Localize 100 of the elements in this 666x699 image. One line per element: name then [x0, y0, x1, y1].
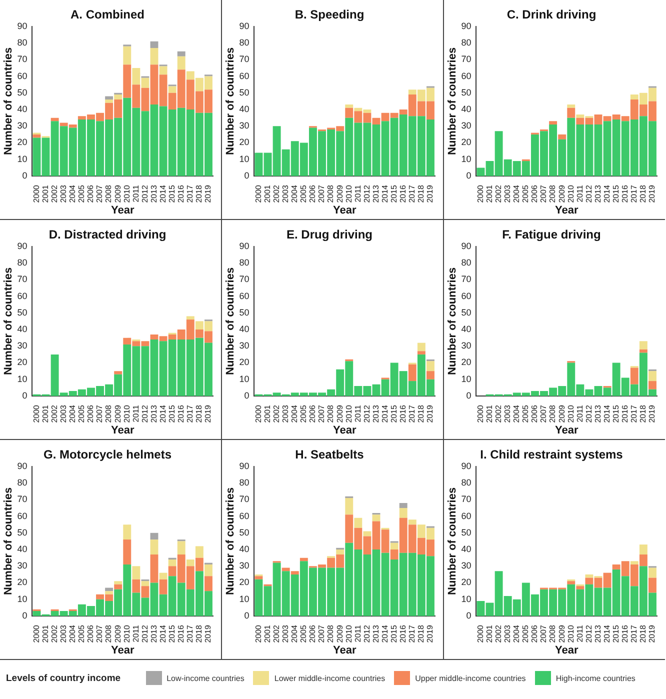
x-axis-title: Year: [332, 644, 357, 656]
x-tick-label: 2015: [390, 624, 399, 643]
y-tick-label: 70: [461, 54, 472, 64]
x-tick-label: 2002: [494, 404, 504, 423]
bar: [105, 591, 114, 594]
y-axis-title: Number of countries: [2, 487, 15, 595]
y-axis-title: Number of countries: [224, 487, 237, 595]
x-tick-label: 2019: [204, 184, 213, 203]
x-tick-label: 2014: [602, 184, 612, 203]
y-tick-label: 40: [239, 104, 250, 114]
bar: [399, 508, 408, 518]
y-tick-label: 10: [17, 154, 28, 164]
x-axis-title: Year: [554, 644, 579, 656]
y-tick-label: 40: [17, 324, 28, 334]
x-tick-label: 2010: [122, 624, 132, 643]
x-tick-label: 2001: [40, 624, 50, 643]
y-tick-label: 60: [239, 510, 250, 521]
x-tick-label: 2005: [299, 624, 308, 643]
x-tick-label: 2005: [521, 404, 530, 423]
x-tick-label: 2009: [557, 624, 566, 643]
x-tick-label: 2003: [281, 404, 290, 423]
x-tick-label: 2018: [638, 624, 648, 643]
bar: [159, 66, 168, 75]
y-tick-label: 50: [239, 307, 250, 318]
x-tick-label: 2009: [335, 404, 344, 423]
x-tick-label: 2013: [371, 624, 380, 643]
x-tick-label: 2018: [416, 184, 426, 203]
x-tick-label: 2002: [50, 624, 60, 643]
x-tick-label: 2013: [371, 184, 380, 203]
bar: [558, 134, 566, 140]
x-tick-label: 2019: [204, 624, 213, 643]
y-tick-label: 20: [461, 357, 472, 368]
x-tick-label: 2019: [648, 404, 657, 423]
y-tick-label: 10: [239, 374, 250, 384]
bar: [141, 581, 150, 586]
y-tick-label: 10: [239, 154, 250, 164]
x-tick-label: 2011: [575, 184, 584, 202]
x-tick-label: 2011: [353, 404, 362, 422]
y-tick-label: 80: [461, 38, 472, 48]
bar: [159, 572, 168, 580]
y-tick-label: 0: [466, 390, 472, 400]
bar: [150, 41, 158, 48]
bar: [177, 51, 186, 56]
y-tick-label: 70: [17, 54, 28, 64]
x-tick-label: 2011: [131, 184, 140, 202]
x-tick-label: 2005: [77, 404, 86, 423]
y-axis-title: Number of countries: [2, 267, 15, 375]
x-tick-label: 2008: [326, 404, 336, 423]
y-tick-label: 50: [17, 527, 28, 538]
x-tick-label: 2016: [176, 184, 186, 203]
x-tick-label: 2003: [59, 184, 68, 203]
x-tick-label: 2003: [59, 404, 68, 423]
bar: [32, 134, 41, 138]
x-tick-label: 2010: [344, 404, 354, 423]
y-tick-label: 60: [239, 290, 250, 301]
bar: [648, 568, 656, 578]
x-axis-title: Year: [110, 644, 135, 656]
y-axis-title: Number of countries: [446, 47, 459, 155]
x-tick-label: 2006: [86, 624, 96, 643]
x-tick-label: 2006: [308, 404, 318, 423]
bar: [567, 104, 576, 108]
x-tick-label: 2008: [548, 184, 558, 203]
x-tick-label: 2017: [630, 624, 639, 643]
x-tick-label: 2000: [32, 624, 41, 643]
x-tick-label: 2007: [317, 624, 326, 643]
bar: [426, 371, 434, 380]
bar: [123, 524, 132, 540]
bar: [114, 584, 122, 590]
x-tick-label: 2007: [95, 184, 104, 203]
x-tick-label: 2011: [131, 404, 140, 422]
y-tick-label: 50: [17, 87, 28, 98]
x-axis-title: Year: [110, 424, 135, 436]
y-tick-label: 40: [461, 104, 472, 114]
x-tick-label: 2018: [194, 404, 204, 423]
x-axis-title: Year: [554, 424, 579, 436]
bar: [177, 56, 186, 70]
y-tick-label: 20: [239, 577, 250, 588]
x-tick-label: 2012: [140, 624, 150, 643]
x-tick-label: 2014: [158, 404, 168, 423]
bar: [639, 544, 648, 554]
bar: [567, 108, 576, 118]
y-tick-label: 90: [239, 240, 250, 251]
y-tick-label: 10: [461, 594, 472, 604]
x-tick-label: 2011: [353, 184, 362, 202]
x-tick-label: 2017: [408, 184, 417, 203]
bar: [195, 546, 204, 558]
y-tick-label: 30: [17, 340, 28, 351]
y-tick-label: 10: [461, 154, 472, 164]
y-tick-label: 20: [17, 357, 28, 368]
y-tick-label: 0: [244, 390, 250, 400]
x-tick-label: 2006: [308, 184, 318, 203]
bar: [132, 566, 140, 580]
bar: [168, 559, 176, 566]
x-tick-label: 2009: [113, 624, 122, 643]
x-tick-label: 2007: [95, 404, 104, 423]
x-tick-label: 2012: [140, 404, 150, 423]
x-tick-label: 2008: [548, 404, 558, 423]
y-tick-label: 40: [239, 324, 250, 334]
x-tick-label: 2008: [104, 184, 114, 203]
y-tick-label: 70: [17, 494, 28, 504]
